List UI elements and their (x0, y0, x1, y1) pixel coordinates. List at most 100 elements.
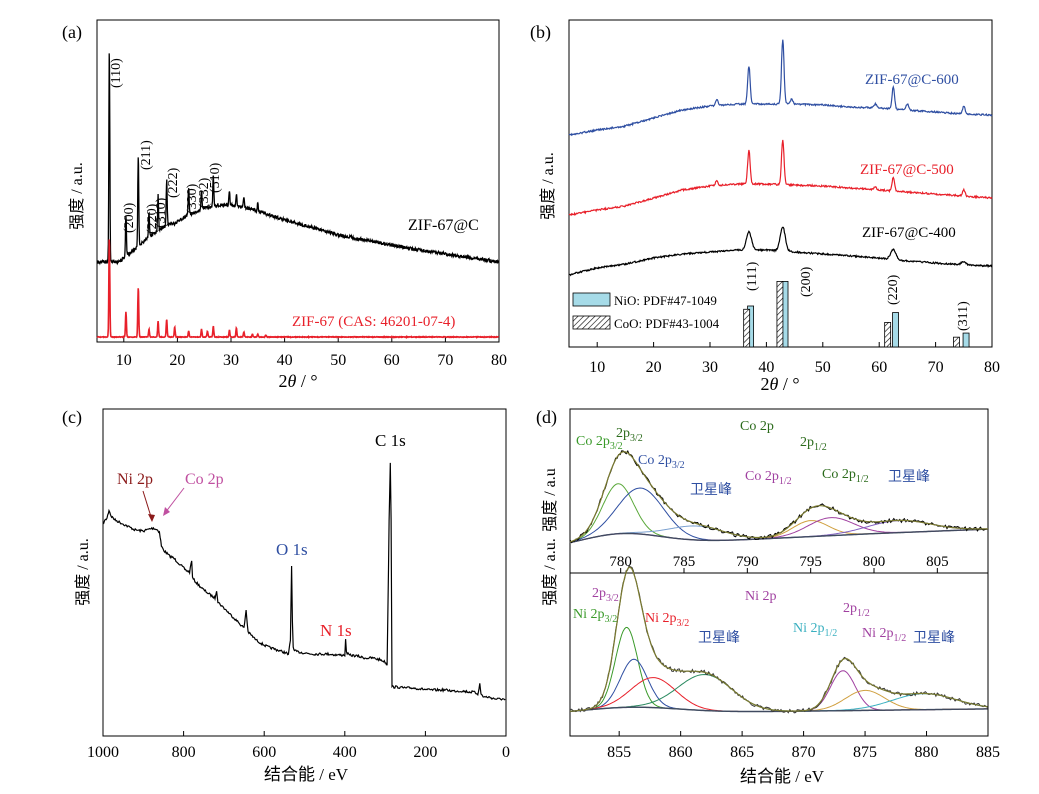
ni2p-component (569, 658, 988, 712)
legend-swatch-coo (572, 315, 611, 330)
legend-label-coo: CoO: PDF#43-1004 (614, 316, 720, 331)
y-axis-label-a: 强度 / a.u. (68, 162, 86, 230)
x-tick-label: 50 (815, 359, 831, 376)
x-tick-label: 50 (330, 352, 346, 369)
legend-b: NiO: PDF#47-1049 CoO: PDF#43-1004 (572, 292, 720, 331)
x-axis-b: 10 20 30 40 50 60 70 80 (589, 342, 1000, 376)
peak-annotation: Ni 2p1/2 (862, 626, 906, 644)
panel-label-c: (c) (62, 407, 82, 428)
series-line-zif67c (96, 53, 500, 266)
y-axis-label-d-bottom: 强度 / a.u. (541, 538, 559, 606)
x-tick-label: 855 (607, 744, 631, 761)
x-tick-label: 10 (589, 359, 605, 376)
peak-annotation: Ni 2p3/2 (573, 607, 617, 625)
x-axis-d: 780 785 790 795 800 805 855 860 865 870 875 880 885 (607, 554, 1000, 761)
x-axis-label-b: 2θ / ° (760, 374, 799, 394)
series-line-survey (102, 462, 506, 701)
peak-annotation: Co 2p3/2 (576, 434, 623, 452)
x-tick-label: 795 (799, 554, 822, 570)
x-tick-label: 0 (502, 744, 510, 761)
x-tick-label: 30 (223, 352, 239, 369)
y-axis-label-d-top: 强度 / a.u (541, 468, 559, 532)
co2p-component (569, 525, 989, 544)
peak-label: (220) (145, 203, 160, 234)
ni2p-envelope (569, 566, 988, 712)
x-tick-label: 70 (928, 359, 944, 376)
peak-annotation: Co 2p1/2 (822, 467, 869, 485)
panel-b: (b) 10 20 30 40 50 60 70 80 强度 / a.u. 2θ / ° ZI… (530, 19, 1000, 394)
x-tick-label: 860 (669, 744, 693, 761)
arrow-head-co2p (163, 507, 170, 516)
x-tick-label: 400 (333, 744, 357, 761)
x-tick-label: 790 (736, 554, 759, 570)
x-tick-label: 40 (758, 359, 774, 376)
series-label-zif67-cas: ZIF-67 (CAS: 46201-07-4) (292, 314, 455, 330)
panel-d: (d) 780 785 790 795 800 805 855 860 865 870 875 880… (536, 407, 1000, 786)
peak-annotation: Ni 2p (745, 589, 777, 604)
annotation-o1s: O 1s (276, 540, 308, 559)
x-tick-label: 865 (730, 744, 754, 761)
co2p-envelope (569, 451, 988, 543)
peak-annotation: 2p3/2 (592, 586, 619, 604)
peak-label: (311) (956, 301, 971, 331)
x-tick-label: 805 (926, 554, 949, 570)
ref-bar-coo (953, 336, 960, 348)
x-tick-label: 1000 (87, 744, 119, 761)
x-axis-label-c: 结合能 / eV (264, 765, 349, 784)
x-tick-label: 10 (116, 352, 132, 369)
peak-labels-b: (111) (200) (220) (311) (745, 261, 971, 331)
peak-label: (310) (154, 197, 169, 228)
series-label-zif67c: ZIF-67@C (408, 217, 479, 234)
x-axis-c: 1000 800 600 400 200 0 (87, 731, 510, 761)
peak-label: (200) (122, 202, 137, 233)
peak-label: (510) (208, 162, 223, 193)
x-tick-label: 80 (491, 352, 507, 369)
x-axis-label-d: 结合能 / eV (740, 767, 825, 786)
ni2p-component (569, 670, 988, 712)
annotations-c: Ni 2p Co 2p O 1s N 1s C 1s (117, 431, 406, 640)
peak-label: (330) (185, 183, 200, 214)
reference-bars-b (743, 280, 970, 348)
panel-label-b: (b) (530, 22, 551, 43)
x-tick-label: 60 (871, 359, 887, 376)
panel-a: (a) 10 20 30 40 50 60 70 80 强度 / a.u. 2θ / ° ZI… (62, 19, 507, 391)
co2p-raw-data (569, 449, 989, 544)
series-group-c (102, 462, 506, 701)
x-tick-label: 800 (172, 744, 196, 761)
ni2p-component (569, 693, 988, 712)
x-tick-label: 875 (853, 744, 877, 761)
x-tick-label: 20 (169, 352, 185, 369)
x-tick-label: 785 (673, 554, 696, 570)
ref-bar-nio (892, 312, 899, 348)
peak-annotation: 2p1/2 (800, 435, 827, 453)
x-tick-label: 880 (915, 744, 939, 761)
x-tick-label: 600 (252, 744, 276, 761)
ref-bar-coo (884, 321, 892, 348)
x-tick-label: 30 (702, 359, 718, 376)
series-line-600 (568, 39, 993, 137)
x-tick-label: 80 (984, 359, 1000, 376)
co2p-component (569, 517, 989, 544)
legend-swatch-nio (572, 292, 611, 307)
series-group-a (96, 53, 500, 340)
annotation-n1s: N 1s (320, 621, 352, 640)
arrow-head-ni2p (148, 514, 155, 522)
peak-annotation: 2p1/2 (843, 601, 870, 619)
x-tick-label: 885 (976, 744, 1000, 761)
fit-curves-d (569, 449, 989, 714)
annotation-co2p: Co 2p (185, 471, 224, 488)
legend-label-nio: NiO: PDF#47-1049 (614, 293, 717, 308)
annotation-c1s: C 1s (375, 431, 406, 450)
series-line-500 (568, 139, 993, 217)
panel-label-d: (d) (536, 407, 557, 428)
x-tick-label: 20 (646, 359, 662, 376)
peak-label: (222) (166, 167, 181, 198)
peak-label: (332) (197, 177, 212, 208)
annotation-ni2p: Ni 2p (117, 471, 153, 488)
peak-label: (220) (886, 274, 901, 305)
x-tick-label: 780 (609, 554, 632, 570)
ni2p-background (569, 706, 988, 713)
ref-bar-coo (743, 308, 751, 348)
peak-annotation: 2p3/2 (616, 426, 643, 444)
